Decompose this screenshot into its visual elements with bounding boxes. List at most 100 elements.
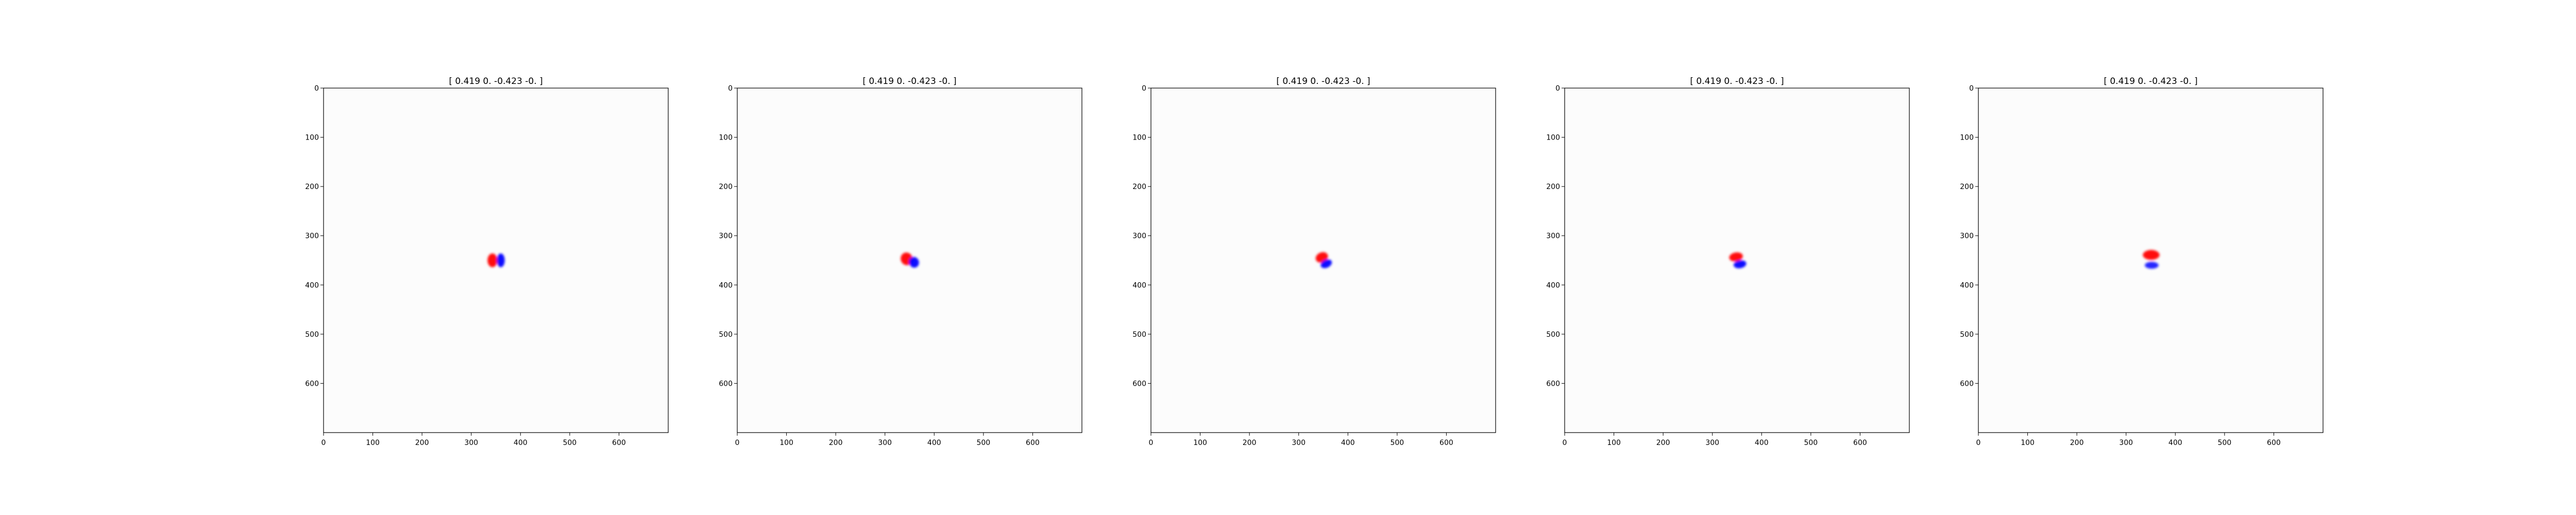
y-tick-label: 400: [305, 281, 319, 289]
y-tick-label: 300: [1960, 232, 1974, 241]
negative-lobe: [2145, 262, 2159, 269]
x-tick-label: 500: [2217, 439, 2231, 447]
axes-frame: [1978, 88, 2324, 433]
y-tick-label: 400: [719, 281, 733, 289]
negative-lobe: [1733, 260, 1747, 268]
positive-lobe: [2143, 250, 2160, 260]
y-tick-label: 300: [1132, 232, 1146, 241]
y-tick-label: 0: [1969, 84, 1974, 93]
subplot-1: [ 0.419 0. -0.423 -0. ] 0 100 200 300 400 500 6…: [305, 76, 669, 447]
x-tick-label: 200: [2070, 439, 2084, 447]
x-tick-label: 300: [2119, 439, 2133, 447]
y-tick-label: 200: [1960, 183, 1974, 191]
x-tick-label: 400: [927, 439, 941, 447]
y-tick-label: 100: [719, 134, 733, 142]
axes-frame: [323, 88, 669, 433]
y-tick-label: 100: [305, 134, 319, 142]
subplot-title: [ 0.419 0. -0.423 -0. ]: [1690, 76, 1784, 87]
axes-frame: [737, 88, 1082, 433]
x-tick-label: 100: [366, 439, 380, 447]
negative-lobe: [1320, 259, 1332, 268]
y-tick-label: 600: [1960, 380, 1974, 388]
x-tick-label: 600: [2267, 439, 2281, 447]
y-tick-label: 200: [719, 183, 733, 191]
y-tick-label: 500: [1960, 331, 1974, 339]
y-tick-label: 300: [719, 232, 733, 241]
y-tick-label: 0: [314, 84, 319, 93]
x-tick-label: 600: [612, 439, 626, 447]
x-tick-label: 200: [1656, 439, 1670, 447]
y-tick-label: 400: [1960, 281, 1974, 289]
y-tick-label: 400: [1546, 281, 1560, 289]
subplot-2: [ 0.419 0. -0.423 -0. ] 0 100 200 300 400 500 6…: [719, 76, 1082, 447]
x-tick-label: 0: [1149, 439, 1154, 447]
x-tick-label: 200: [415, 439, 429, 447]
axes-frame: [1150, 88, 1496, 433]
y-tick-label: 400: [1132, 281, 1146, 289]
x-tick-label: 300: [1705, 439, 1719, 447]
x-tick-label: 200: [829, 439, 843, 447]
subplot-5: [ 0.419 0. -0.423 -0. ] 0 100 200 300 400 500 6…: [1960, 76, 2324, 447]
y-tick-label: 600: [305, 380, 319, 388]
y-tick-label: 0: [728, 84, 733, 93]
y-tick-label: 300: [1546, 232, 1560, 241]
x-tick-label: 100: [2021, 439, 2035, 447]
y-tick-label: 200: [305, 183, 319, 191]
y-tick-label: 600: [1132, 380, 1146, 388]
x-tick-label: 600: [1026, 439, 1040, 447]
positive-lobe: [1729, 252, 1743, 262]
x-tick-label: 100: [1193, 439, 1207, 447]
x-tick-label: 500: [976, 439, 990, 447]
x-tick-label: 0: [321, 439, 326, 447]
x-tick-label: 300: [1292, 439, 1306, 447]
y-tick-label: 100: [1546, 134, 1560, 142]
heatmap-features: [2143, 250, 2160, 269]
heatmap-features: [487, 253, 505, 267]
x-tick-label: 400: [1341, 439, 1355, 447]
subplot-4: [ 0.419 0. -0.423 -0. ] 0 100 200 300 400 500 6…: [1546, 76, 1910, 447]
x-tick-label: 200: [1243, 439, 1257, 447]
y-tick-label: 600: [719, 380, 733, 388]
y-tick-label: 0: [1555, 84, 1560, 93]
subplot-title: [ 0.419 0. -0.423 -0. ]: [862, 76, 956, 87]
x-tick-label: 0: [1976, 439, 1981, 447]
y-tick-label: 500: [305, 331, 319, 339]
x-tick-label: 500: [563, 439, 577, 447]
y-tick-label: 0: [1142, 84, 1146, 93]
axes-frame: [1564, 88, 1910, 433]
subplot-title: [ 0.419 0. -0.423 -0. ]: [2104, 76, 2197, 87]
y-tick-label: 100: [1960, 134, 1974, 142]
x-tick-label: 0: [735, 439, 740, 447]
positive-lobe: [1315, 252, 1328, 263]
subplot-title: [ 0.419 0. -0.423 -0. ]: [1276, 76, 1370, 87]
x-tick-label: 600: [1439, 439, 1453, 447]
heatmap-features: [1315, 252, 1332, 268]
y-tick-label: 200: [1132, 183, 1146, 191]
x-tick-label: 600: [1853, 439, 1867, 447]
heatmap-features: [1729, 252, 1747, 268]
x-tick-label: 300: [464, 439, 478, 447]
negative-lobe: [909, 256, 919, 268]
x-tick-label: 300: [878, 439, 892, 447]
x-tick-label: 400: [514, 439, 528, 447]
x-tick-label: 500: [1390, 439, 1404, 447]
subplot-title: [ 0.419 0. -0.423 -0. ]: [449, 76, 543, 87]
y-tick-label: 500: [719, 331, 733, 339]
x-tick-label: 100: [779, 439, 793, 447]
y-tick-label: 300: [305, 232, 319, 241]
y-tick-label: 600: [1546, 380, 1560, 388]
y-tick-label: 500: [1132, 331, 1146, 339]
x-tick-label: 0: [1563, 439, 1567, 447]
x-tick-label: 400: [1755, 439, 1769, 447]
y-tick-label: 500: [1546, 331, 1560, 339]
y-tick-label: 100: [1132, 134, 1146, 142]
subplot-3: [ 0.419 0. -0.423 -0. ] 0 100 200 300 400 500 6…: [1132, 76, 1496, 447]
x-tick-label: 400: [2168, 439, 2182, 447]
x-tick-label: 100: [1607, 439, 1621, 447]
y-tick-label: 200: [1546, 183, 1560, 191]
heatmap-background: [1978, 88, 2323, 433]
x-tick-label: 500: [1804, 439, 1818, 447]
negative-lobe: [497, 253, 505, 267]
positive-lobe: [487, 253, 498, 267]
